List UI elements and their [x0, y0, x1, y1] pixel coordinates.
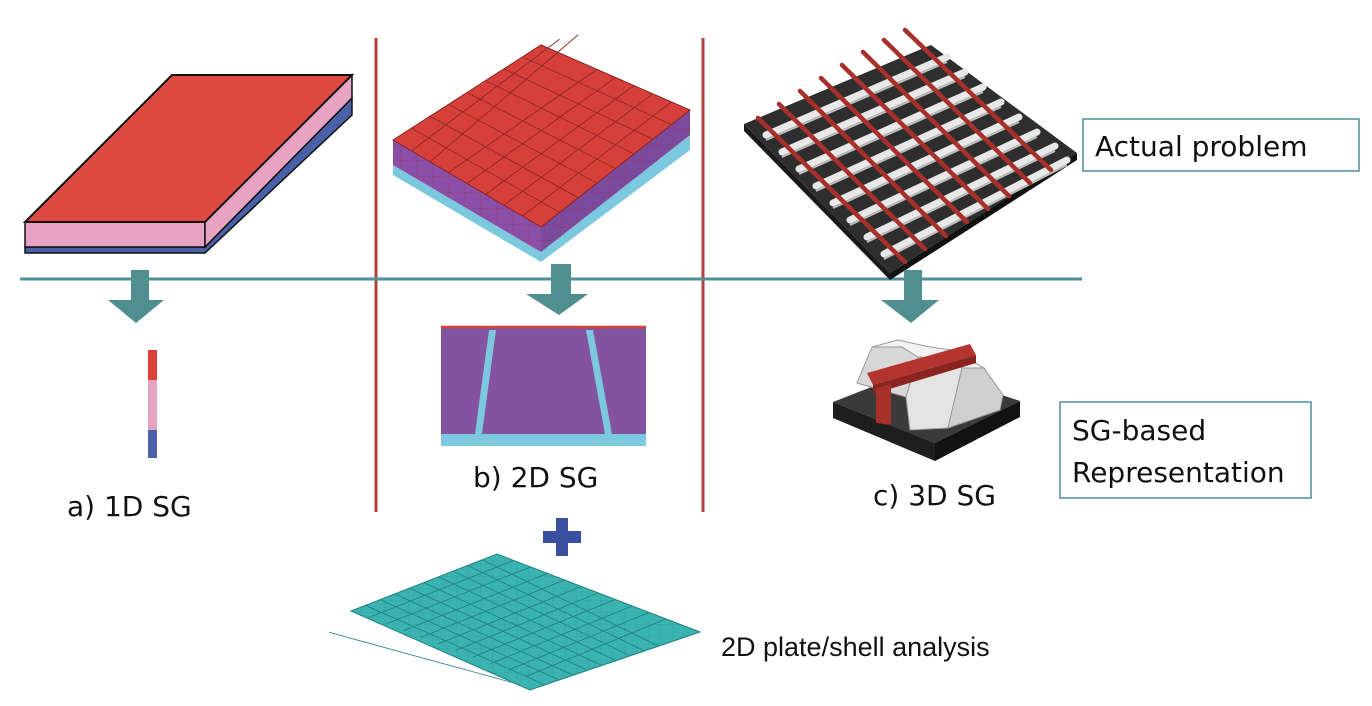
sg-based-representation-box	[1059, 401, 1312, 499]
meshed-block-figure	[392, 34, 691, 262]
label-actual-problem: Actual problem	[1095, 130, 1307, 163]
label-1d-sg: a) 1D SG	[67, 490, 192, 523]
laminate-plate-figure	[22, 73, 355, 254]
down-arrow-icon	[108, 270, 164, 323]
label-2d-sg: b) 2D SG	[473, 461, 598, 494]
label-3d-sg: c) 3D SG	[873, 479, 996, 512]
actual-problem-box	[1082, 118, 1360, 172]
plus-icon	[543, 518, 581, 556]
down-arrow-icon	[881, 270, 939, 323]
stiffened-panel-figure	[744, 27, 1077, 280]
label-representation: Representation	[1072, 456, 1285, 489]
sg-2d-cross-section	[441, 325, 646, 446]
sg-1d-stack	[148, 350, 157, 458]
down-arrow-icon	[526, 264, 588, 315]
sg-3d-unit-cell	[833, 339, 1020, 461]
label-sg-based: SG-based	[1072, 414, 1206, 447]
plate-mesh-figure	[328, 553, 702, 691]
label-plate-shell-analysis: 2D plate/shell analysis	[721, 632, 990, 662]
